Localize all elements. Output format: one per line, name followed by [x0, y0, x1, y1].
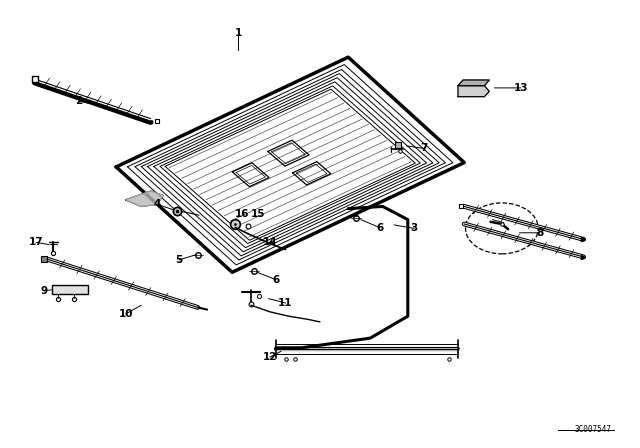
Text: 6: 6: [376, 223, 383, 233]
Text: 4: 4: [153, 199, 161, 209]
Polygon shape: [458, 80, 490, 86]
Text: 3: 3: [410, 224, 418, 233]
Text: 16: 16: [234, 209, 249, 220]
Text: 9: 9: [40, 286, 47, 296]
Text: 8: 8: [536, 228, 543, 238]
Text: 6: 6: [273, 275, 280, 285]
Bar: [52, 284, 88, 294]
Text: 15: 15: [252, 209, 266, 220]
Polygon shape: [125, 191, 163, 207]
Text: 12: 12: [262, 352, 277, 362]
Text: 3C007547: 3C007547: [575, 425, 612, 434]
Text: 17: 17: [29, 237, 44, 247]
Text: 7: 7: [420, 143, 428, 154]
Text: 5: 5: [175, 255, 182, 265]
Text: 14: 14: [262, 237, 277, 247]
Text: 1: 1: [235, 28, 242, 38]
Polygon shape: [458, 86, 490, 97]
Text: 13: 13: [513, 83, 528, 93]
Text: 10: 10: [118, 309, 133, 319]
Text: 11: 11: [278, 298, 292, 308]
Text: 2: 2: [75, 96, 82, 106]
